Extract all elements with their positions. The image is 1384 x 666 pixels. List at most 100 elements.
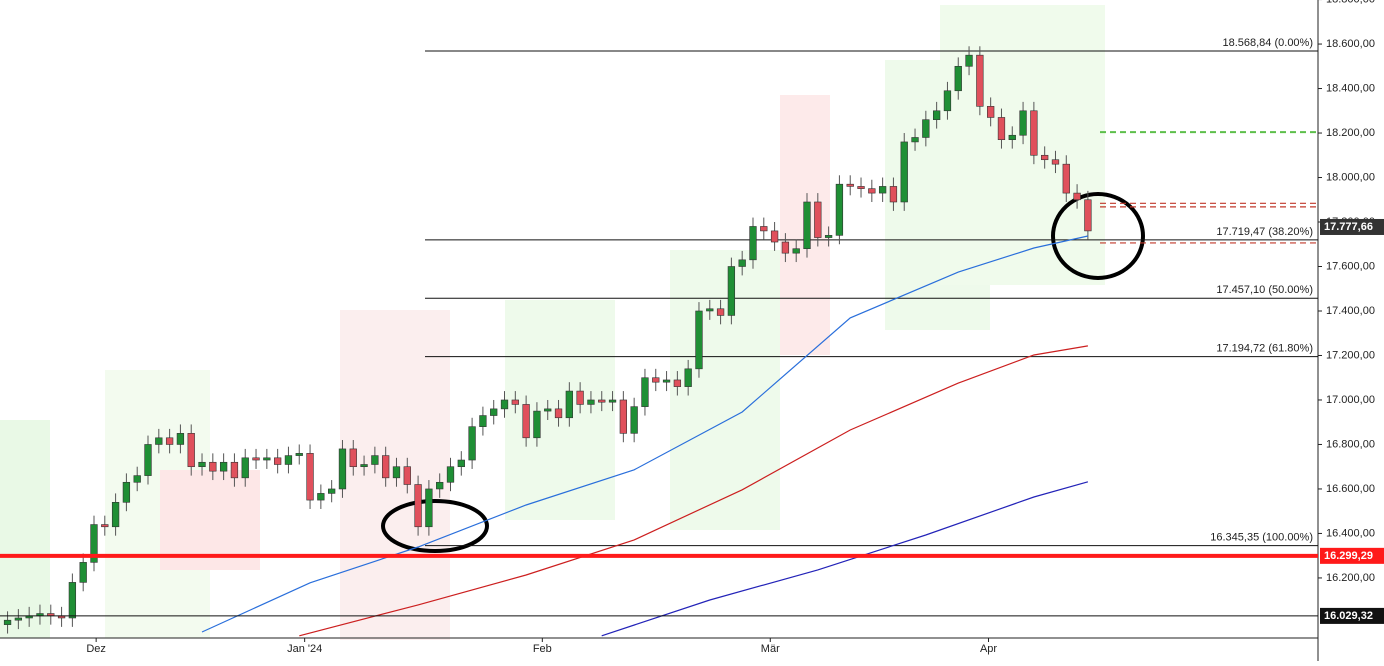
- y-tick-label: 18.000,00: [1326, 171, 1375, 183]
- candle-body: [511, 399, 519, 405]
- candle-body: [328, 488, 336, 494]
- candle-body: [425, 488, 433, 528]
- candle-body: [392, 466, 401, 479]
- candle-body: [306, 453, 314, 501]
- y-tick-label: 18.200,00: [1326, 127, 1375, 139]
- candle-body: [144, 444, 152, 476]
- candle-body: [1030, 110, 1038, 156]
- candle-body: [954, 65, 962, 92]
- candle-body: [317, 493, 325, 501]
- annotation-circle: [381, 499, 489, 553]
- candle-body: [1051, 159, 1060, 165]
- candle-body: [371, 455, 379, 465]
- candle-body: [706, 308, 714, 312]
- candle-body: [900, 141, 908, 203]
- candle-body: [554, 408, 563, 419]
- candle-body: [630, 406, 638, 434]
- candle-body: [878, 186, 887, 194]
- candle-body: [252, 457, 260, 461]
- candle-body: [652, 377, 660, 383]
- fib-label: 18.568,84 (0.00%): [1222, 37, 1313, 49]
- annotation-circle: [1051, 192, 1145, 280]
- candle-body: [1084, 199, 1092, 232]
- candle-body: [176, 433, 185, 445]
- candle-body: [90, 524, 98, 563]
- candle-body: [79, 562, 87, 583]
- y-tick-label: 18.400,00: [1326, 82, 1375, 94]
- candle-body: [684, 368, 692, 387]
- x-tick-label: Jan '24: [287, 643, 322, 655]
- moving-average: [299, 345, 1088, 637]
- candle-body: [760, 226, 768, 232]
- candle-body: [446, 466, 455, 483]
- candle-body: [889, 186, 898, 203]
- candle-body: [1019, 110, 1027, 136]
- candle-body: [846, 183, 854, 187]
- candle-body: [122, 481, 131, 503]
- candle-body: [360, 464, 368, 468]
- candle-body: [824, 235, 833, 238]
- candle-body: [673, 379, 682, 387]
- candle-body: [241, 457, 249, 479]
- candle-body: [716, 308, 725, 316]
- candle-body: [219, 461, 228, 472]
- candle-body: [436, 481, 444, 490]
- candle-body: [814, 201, 822, 238]
- candle-body: [414, 484, 422, 528]
- price-tag: [1320, 218, 1384, 235]
- moving-average: [601, 481, 1089, 637]
- price-tag: [1320, 607, 1384, 624]
- candle-body: [165, 437, 174, 445]
- candle-body: [695, 310, 703, 370]
- candle-body: [284, 455, 293, 465]
- y-tick-label: 17.400,00: [1326, 305, 1375, 317]
- candle-body: [209, 461, 217, 472]
- candle-body: [133, 475, 141, 483]
- candle-body: [111, 502, 120, 528]
- candle-body: [1073, 192, 1081, 201]
- candle-body: [198, 461, 206, 468]
- price-tag: [1320, 547, 1384, 564]
- x-tick-label: Mär: [761, 643, 780, 655]
- candle-body: [576, 390, 584, 405]
- candle-body: [522, 404, 530, 439]
- y-tick-label: 17.600,00: [1326, 260, 1375, 272]
- candle-body: [14, 617, 23, 621]
- candle-body: [1008, 134, 1016, 141]
- candle-body: [662, 379, 671, 383]
- candle-body: [1041, 154, 1049, 161]
- candle-body: [803, 201, 811, 250]
- candle-body: [922, 119, 930, 138]
- candle-body: [770, 230, 779, 243]
- candle-body: [965, 54, 973, 67]
- moving-average: [201, 235, 1089, 633]
- candle-body: [500, 399, 509, 410]
- candle-body: [230, 461, 239, 479]
- candle-body: [468, 426, 476, 461]
- candle-body: [295, 453, 303, 456]
- candle-body: [976, 54, 984, 107]
- candle-body: [263, 457, 271, 461]
- candle-body: [857, 186, 865, 189]
- candle-body: [932, 110, 941, 120]
- candle-body: [911, 137, 919, 143]
- candle-body: [565, 390, 573, 419]
- x-tick-label: Feb: [533, 643, 552, 655]
- price-tag-label: 16.029,32: [1324, 610, 1373, 622]
- candle-body: [349, 448, 357, 468]
- candle-body: [3, 619, 12, 625]
- candle-body: [273, 457, 282, 465]
- candle-body: [382, 455, 390, 479]
- candle-body: [987, 106, 995, 118]
- candle-body: [943, 90, 952, 112]
- x-tick-label: Apr: [980, 643, 997, 655]
- candle-body: [781, 241, 790, 254]
- y-tick-label: 16.400,00: [1326, 527, 1375, 539]
- price-tag-label: 17.777,66: [1324, 221, 1373, 233]
- x-tick-label: Dez: [86, 643, 106, 655]
- candle-body: [792, 248, 800, 254]
- candle-body: [738, 259, 746, 267]
- candle-body: [749, 226, 757, 261]
- candle-body: [338, 448, 347, 490]
